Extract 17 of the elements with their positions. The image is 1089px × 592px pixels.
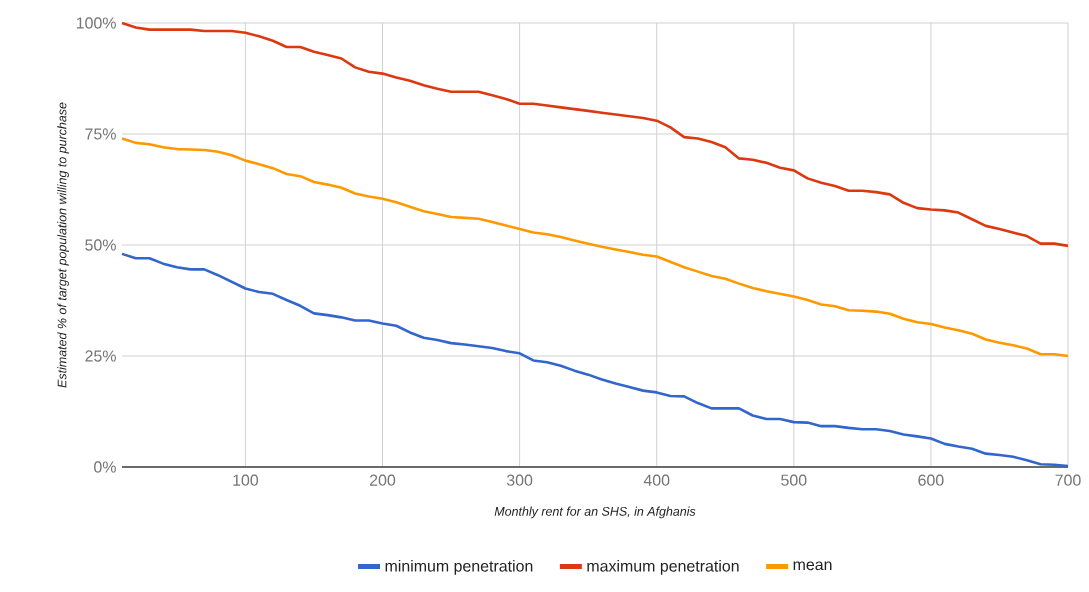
y-tick-label: 100% <box>76 17 116 29</box>
x-tick-label: 500 <box>781 474 807 486</box>
x-tick-label: 100 <box>233 474 259 486</box>
y-axis-title: Estimated % of target population willing to purchase <box>57 102 69 388</box>
legend-label: mean <box>793 561 832 571</box>
y-tick-label: 50% <box>85 239 116 251</box>
y-tick-label: 75% <box>85 128 116 140</box>
legend-label: minimum penetration <box>385 559 533 575</box>
x-tick-label: 700 <box>1055 474 1081 486</box>
x-axis-title: Monthly rent for an SHS, in Afghanis <box>494 506 696 519</box>
x-tick-label: 400 <box>643 474 670 486</box>
y-tick-label: 25% <box>85 350 116 362</box>
legend-label: maximum penetration <box>587 559 739 575</box>
x-tick-label: 600 <box>918 474 944 486</box>
y-tick-label: 0% <box>94 461 116 473</box>
x-tick-label: 200 <box>370 474 396 486</box>
x-tick-label: 300 <box>506 474 533 486</box>
